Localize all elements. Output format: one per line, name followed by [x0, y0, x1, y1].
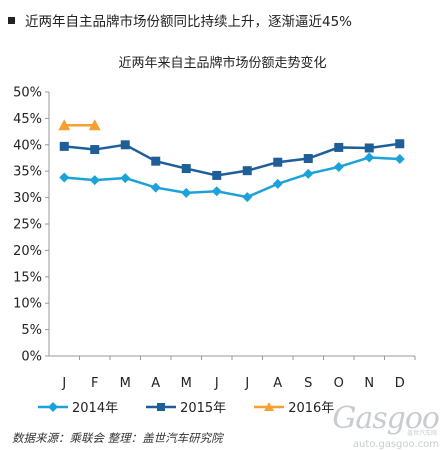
data-point-2015	[120, 140, 130, 150]
y-tick-label: 5%	[21, 323, 42, 338]
y-tick-label: 45%	[13, 112, 42, 127]
data-point-2014	[150, 182, 161, 193]
data-point-2014	[333, 161, 344, 172]
x-tick-label: A	[151, 376, 160, 391]
bullet-square-icon	[8, 17, 15, 24]
y-tick-label: 0%	[21, 350, 42, 365]
legend-item-2015: 2015年	[146, 397, 226, 416]
x-tick-label: O	[334, 376, 344, 391]
legend-label-2014: 2014年	[72, 401, 119, 416]
legend-label-2016: 2016年	[288, 401, 335, 416]
data-point-2015	[59, 141, 69, 151]
data-point-2014	[242, 192, 253, 203]
legend-item-2014: 2014年	[38, 397, 118, 416]
legend-label-2015: 2015年	[180, 401, 227, 416]
watermark: Gasgoo 盖世汽车网 auto.gasgoo.com	[332, 401, 440, 450]
data-point-2015	[364, 143, 374, 153]
x-tick-label: M	[120, 376, 131, 391]
y-tick-label: 30%	[13, 191, 42, 206]
y-tick-label: 40%	[13, 138, 42, 153]
watermark-small-text: 盖世汽车网	[406, 430, 437, 437]
y-tick-label: 25%	[13, 218, 42, 233]
x-tick-label: J	[214, 376, 219, 391]
data-point-2015	[303, 154, 313, 164]
watermark-url: auto.gasgoo.com	[352, 439, 439, 450]
data-point-2015	[273, 157, 283, 167]
diamond-marker-icon	[38, 401, 68, 412]
x-tick-label: J	[244, 376, 249, 391]
series-line-2014	[64, 156, 400, 199]
watermark-logo: Gasgoo	[332, 401, 440, 436]
data-point-2015	[242, 166, 252, 176]
legend-item-2016: 2016年	[254, 397, 334, 416]
headline: 近两年自主品牌市场份额同比持续上升，逐渐逼近45%	[8, 10, 352, 30]
data-point-2015	[151, 156, 161, 166]
data-point-2015	[395, 139, 405, 149]
y-tick-label: 35%	[13, 165, 42, 180]
data-point-2014	[59, 172, 70, 183]
data-point-2015	[181, 164, 191, 174]
y-tick-label: 50%	[13, 86, 42, 101]
data-point-2014	[364, 152, 375, 163]
y-tick-label: 15%	[13, 270, 42, 285]
data-point-2016	[58, 119, 71, 131]
data-point-2014	[272, 178, 283, 189]
y-tick-label: 10%	[13, 297, 42, 312]
x-tick-label: D	[395, 376, 405, 391]
data-point-2014	[181, 187, 192, 198]
data-point-2014	[89, 175, 100, 186]
data-point-2016	[88, 119, 101, 131]
series-line-2015	[64, 142, 400, 177]
legend: 2014年 2015年 2016年	[38, 397, 334, 416]
x-tick-label: M	[181, 376, 192, 391]
data-point-2015	[90, 145, 100, 155]
data-point-2014	[120, 173, 131, 184]
data-point-2014	[211, 186, 222, 197]
chart-title: 近两年来自主品牌市场份额走势变化	[118, 56, 327, 71]
x-tick-label: J	[61, 376, 66, 391]
data-point-2015	[212, 170, 222, 180]
y-tick-label: 20%	[13, 244, 42, 259]
data-point-2014	[303, 168, 314, 179]
x-tick-label: F	[91, 376, 98, 391]
square-marker-icon	[146, 402, 177, 411]
data-point-2015	[334, 142, 344, 152]
x-tick-label: S	[304, 376, 312, 391]
x-tick-label: N	[364, 376, 374, 391]
triangle-marker-icon	[254, 401, 285, 411]
x-tick-label: A	[273, 376, 282, 391]
data-point-2014	[394, 154, 405, 165]
source-note: 数据来源：乘联会 整理：盖世汽车研究院	[12, 431, 223, 445]
headline-text: 近两年自主品牌市场份额同比持续上升，逐渐逼近45%	[25, 14, 353, 30]
